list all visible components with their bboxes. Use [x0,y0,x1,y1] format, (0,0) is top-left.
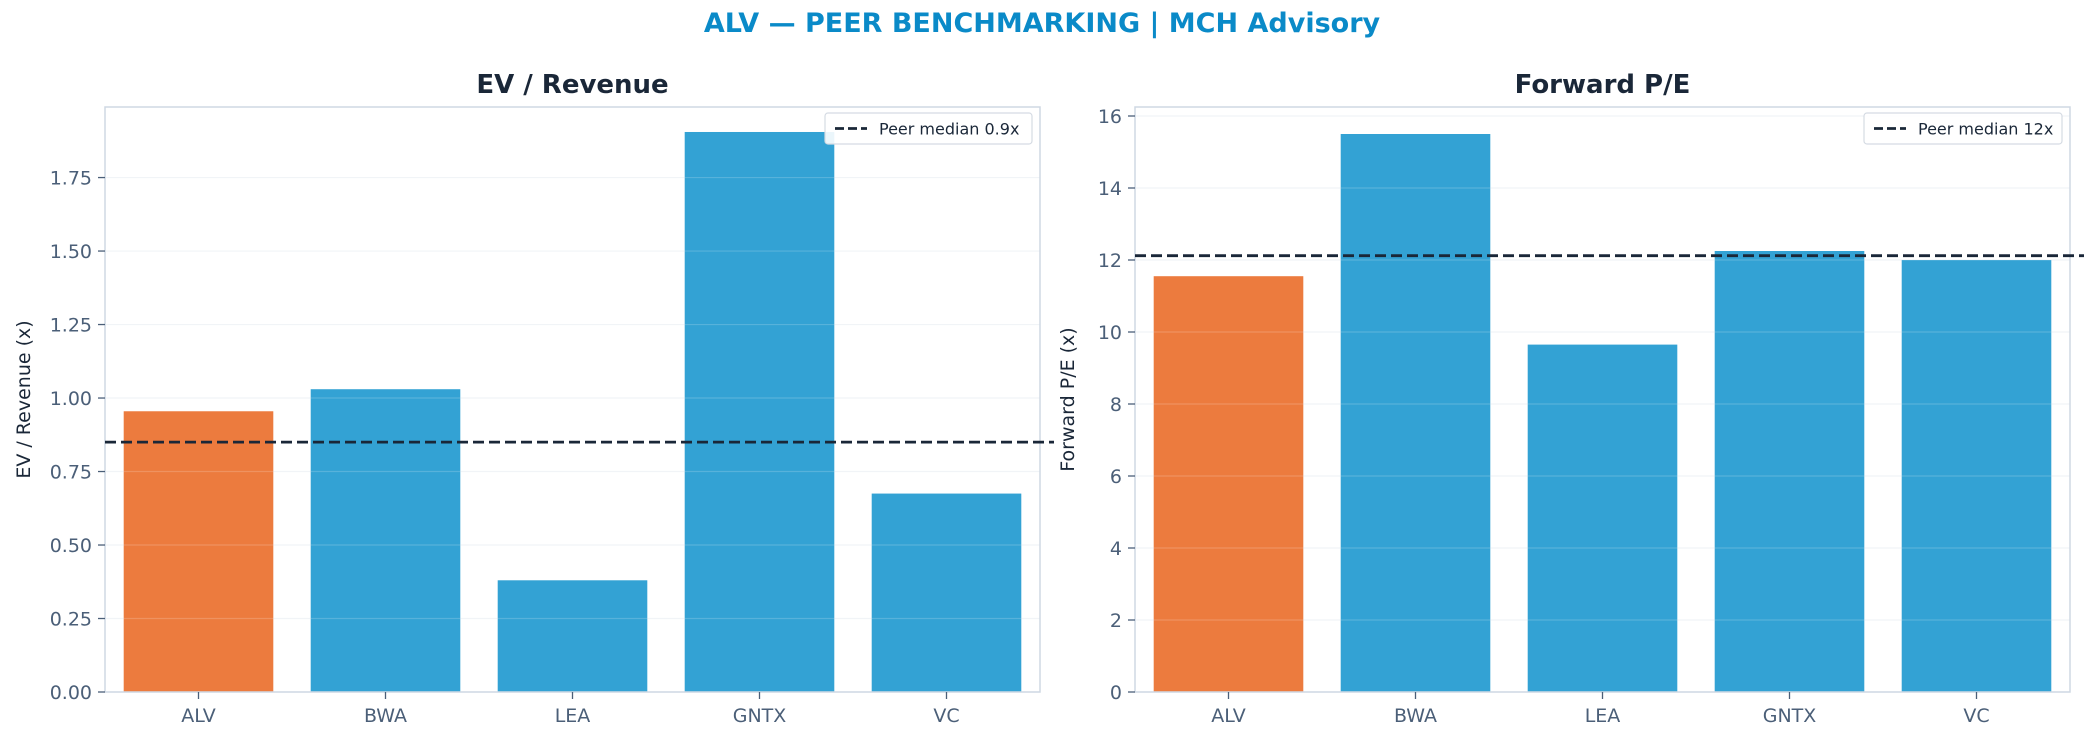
y-tick-label: 1.50 [50,241,92,263]
y-tick-label: 1.00 [50,388,92,410]
x-tick-label: BWA [1394,705,1437,727]
y-axis-label: EV / Revenue (x) [13,320,35,478]
x-tick-label: VC [1963,705,1989,727]
y-tick-label: 4 [1110,538,1122,560]
y-tick-label: 2 [1110,610,1122,632]
figure-title: ALV — PEER BENCHMARKING | MCH Advisory [703,8,1381,39]
y-tick-label: 1.75 [50,168,92,190]
x-tick-label: GNTX [1763,705,1817,727]
x-tick-label: BWA [364,705,407,727]
bar-vc [1901,260,2052,692]
y-axis-label: Forward P/E (x) [1057,327,1079,471]
bar-alv [1153,276,1304,692]
y-tick-label: 0.00 [50,682,92,704]
legend-box [1863,112,2063,145]
bar-alv [123,411,274,692]
x-tick-label: VC [933,705,959,727]
y-tick-label: 16 [1098,106,1122,128]
chart-forward-pe: Forward P/E 0 2 4 6 8 10 12 14 16 ALV BWA LEA GNTX VC F… [1057,70,2084,727]
y-tick-label: 6 [1110,466,1122,488]
x-tick-label: GNTX [733,705,787,727]
bar-bwa [1340,134,1491,692]
y-tick-label: 1.25 [50,315,92,337]
legend-label: Peer median 12x [1918,120,2053,139]
chart-title: Forward P/E [1515,70,1691,100]
y-tick-label: 10 [1098,322,1122,344]
legend-label: Peer median 0.9x [879,120,1019,139]
x-tick-label: LEA [1585,705,1621,727]
chart-ev-revenue: EV / Revenue 0.00 0.25 0.50 0.75 1.00 1.25 1.50… [13,70,1054,727]
y-tick-label: 0.25 [50,609,92,631]
y-tick-label: 0.50 [50,535,92,557]
x-tick-label: LEA [555,705,591,727]
x-tick-label: ALV [1211,705,1246,727]
y-tick-label: 12 [1098,250,1122,272]
bar-vc [871,493,1022,692]
x-tick-label: ALV [181,705,216,727]
y-tick-label: 8 [1110,394,1122,416]
bar-lea [1527,344,1678,692]
bar-lea [497,580,648,692]
legend-box [824,112,1033,145]
chart-title: EV / Revenue [476,70,668,100]
y-tick-label: 14 [1098,178,1122,200]
y-tick-label: 0.75 [50,462,92,484]
bar-bwa [310,389,461,692]
y-tick-label: 0 [1110,682,1122,704]
bar-gntx [684,131,835,693]
bar-gntx [1714,251,1865,692]
